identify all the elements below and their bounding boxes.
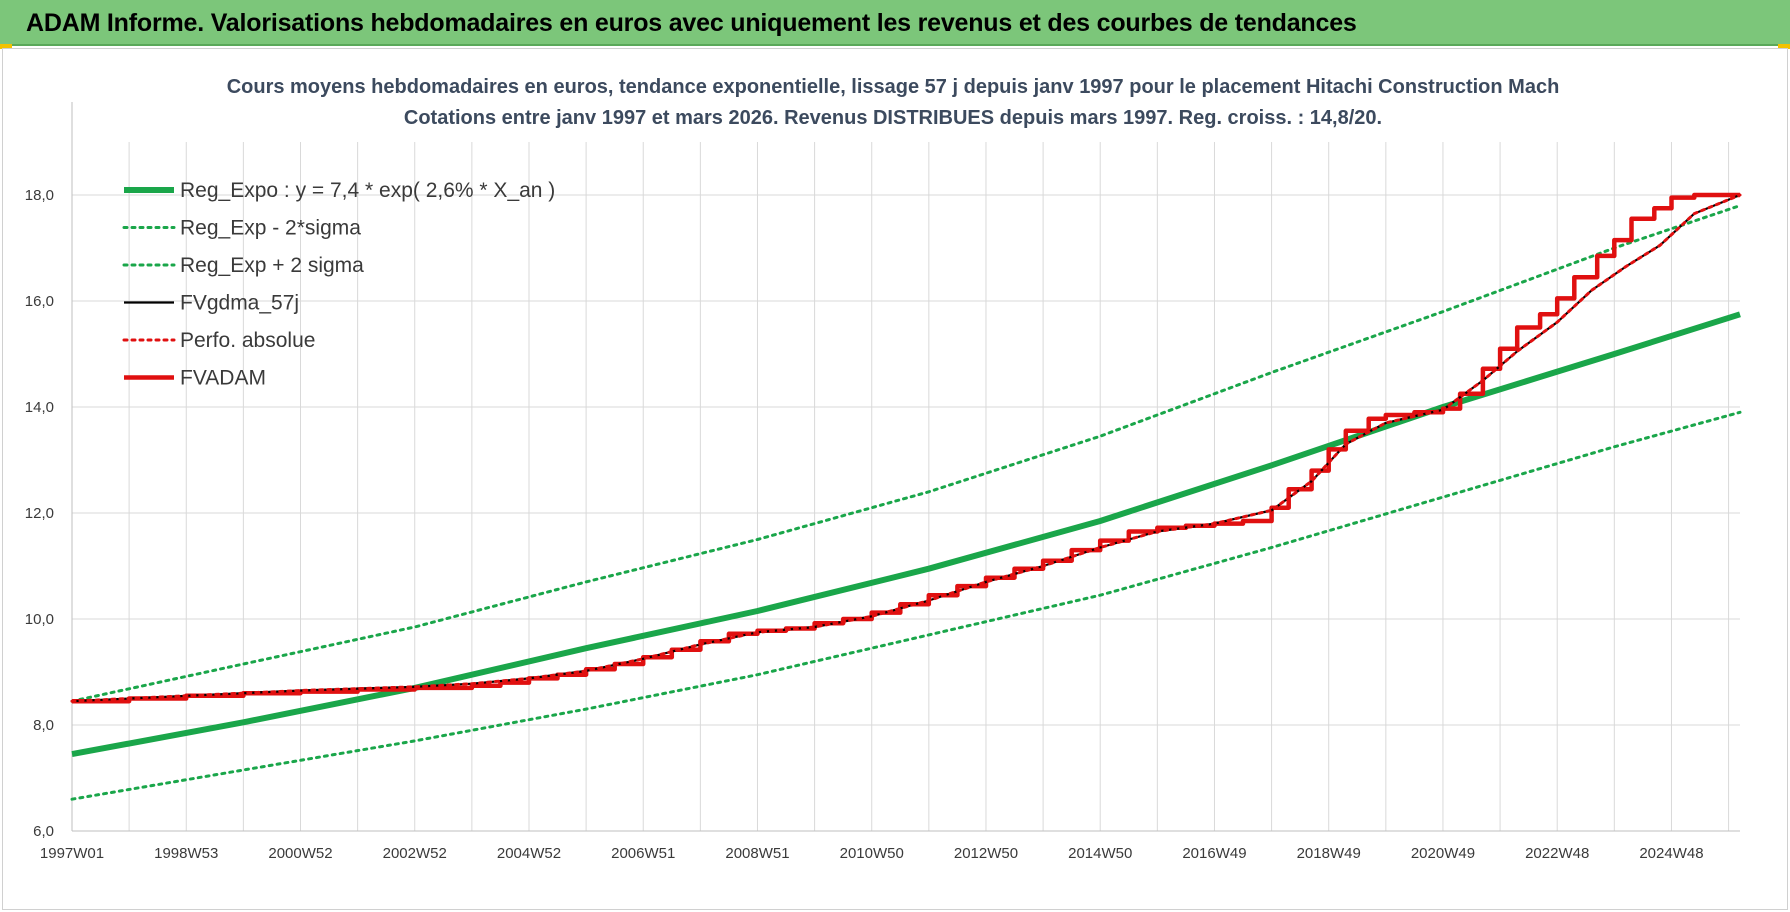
corner-mark <box>1778 44 1790 49</box>
y-tick-label: 18,0 <box>25 187 54 204</box>
series-line-5 <box>72 192 1740 704</box>
legend-label: Reg_Exp + 2 sigma <box>180 254 364 277</box>
corner-mark <box>0 44 12 49</box>
x-tick-label: 2004W52 <box>497 845 561 862</box>
grid <box>71 142 1740 832</box>
y-tick-label: 14,0 <box>25 399 54 416</box>
x-tick-label: 2010W50 <box>840 845 904 862</box>
x-tick-label: 2018W49 <box>1297 845 1361 862</box>
series-line-1 <box>70 410 1742 801</box>
series-line-4 <box>70 193 1742 703</box>
x-tick-label: 2024W48 <box>1639 845 1703 862</box>
axes: 6,0 8,0 10,0 12,0 14,0 16,0 18,0 1997W01 1998W53… <box>25 102 1740 862</box>
x-tick-label: 1997W01 <box>40 845 104 862</box>
legend-label: FVgdma_57j <box>180 292 299 315</box>
series-line-0 <box>71 311 1741 758</box>
legend-label: FVADAM <box>180 367 266 390</box>
legend-label: Perfo. absolue <box>180 329 315 352</box>
x-tick-label: 1998W53 <box>154 845 218 862</box>
legend-label: Reg_Expo : y = 7,4 * exp( 2,6% * X_an ) <box>180 179 555 202</box>
x-tick-label: 2000W52 <box>268 845 332 862</box>
x-tick-label: 2016W49 <box>1182 845 1246 862</box>
y-tick-label: 12,0 <box>25 505 54 522</box>
x-tick-label: 2022W48 <box>1525 845 1589 862</box>
legend: Reg_Expo : y = 7,4 * exp( 2,6% * X_an ) R… <box>122 179 555 390</box>
x-tick-label: 2012W50 <box>954 845 1018 862</box>
chart-frame <box>2 48 1788 910</box>
chart-subtitle: Cotations entre janv 1997 et mars 2026. … <box>404 107 1382 129</box>
x-tick-label: 2002W52 <box>383 845 447 862</box>
y-tick-label: 16,0 <box>25 293 54 310</box>
y-tick-label: 10,0 <box>25 611 54 628</box>
series-lines <box>70 192 1742 801</box>
y-tick-label: 6,0 <box>33 823 54 840</box>
series-line-2 <box>70 204 1742 703</box>
chart-title: Cours moyens hebdomadaires en euros, ten… <box>227 76 1560 98</box>
x-tick-label: 2020W49 <box>1411 845 1475 862</box>
report-title: ADAM Informe. Valorisations hebdomadaire… <box>26 9 1357 37</box>
legend-label: Reg_Exp - 2*sigma <box>180 217 361 240</box>
x-tick-label: 2008W51 <box>725 845 789 862</box>
y-tick-label: 8,0 <box>33 717 54 734</box>
x-tick-label: 2006W51 <box>611 845 675 862</box>
x-tick-label: 2014W50 <box>1068 845 1132 862</box>
report-header: ADAM Informe. Valorisations hebdomadaire… <box>0 0 1790 46</box>
